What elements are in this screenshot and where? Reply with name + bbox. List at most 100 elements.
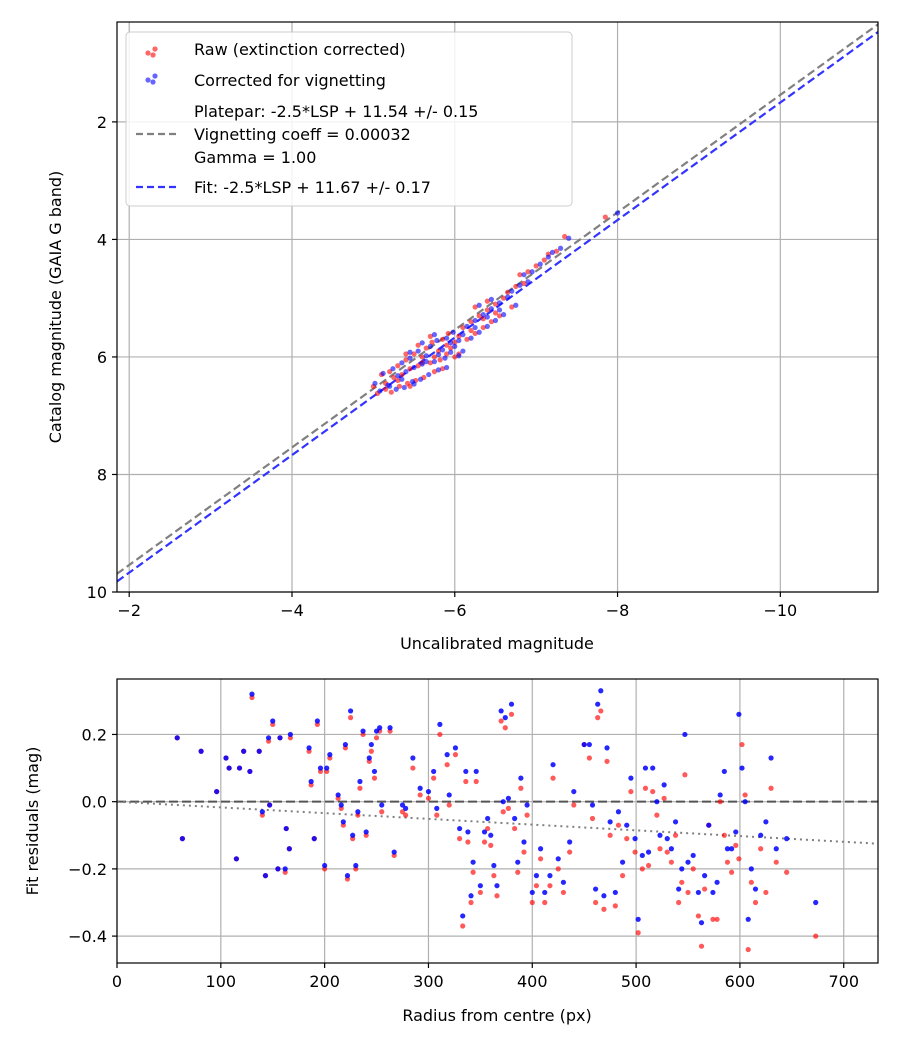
raw-residual-point [632, 849, 638, 855]
corrected-residual-point [676, 886, 682, 892]
corrected-residual-point [620, 859, 626, 865]
corrected-residual-point [468, 893, 474, 899]
corrected-residual-point [550, 762, 556, 768]
raw-residual-point [739, 741, 745, 748]
raw-point [476, 313, 482, 319]
corrected-residual-point [355, 809, 361, 815]
corrected-point [492, 317, 499, 324]
raw-residual-point [615, 822, 622, 828]
raw-residual-point [485, 825, 491, 832]
corrected-point [488, 306, 494, 312]
corrected-residual-point [518, 775, 524, 781]
corrected-residual-point [344, 873, 351, 879]
corrected-residual-point [768, 755, 774, 761]
raw-residual-point [547, 883, 553, 889]
raw-residual-point [601, 906, 607, 912]
top-x-tick-label: −8 [606, 601, 630, 620]
raw-residual-point [748, 879, 754, 885]
corrected-point [480, 312, 486, 318]
raw-residual-point [645, 862, 652, 869]
corrected-residual-point [542, 889, 548, 896]
raw-residual-point [502, 725, 508, 731]
corrected-residual-point [494, 883, 500, 889]
raw-point [488, 319, 494, 325]
raw-residual-point [763, 889, 769, 896]
top-y-axis-label: Catalog magnitude (GAIA G band) [46, 171, 65, 443]
raw-point [521, 280, 527, 287]
corrected-point [505, 294, 511, 300]
corrected-residual-point [463, 768, 469, 775]
residuals-plot: 0 100 200 300 400 500 600 700 0.2 0.0 −0.2 −0.4 Rad… [23, 678, 879, 1025]
corrected-residual-point [639, 852, 645, 859]
corrected-point [380, 370, 386, 377]
raw-residual-point [721, 832, 727, 838]
new-fit-line [117, 31, 878, 583]
raw-residual-point [639, 866, 645, 872]
corrected-residual-point [672, 819, 679, 825]
corrected-residual-point [431, 768, 437, 775]
corrected-residual-point [668, 846, 674, 852]
corrected-point [484, 323, 490, 329]
raw-residual-point [620, 873, 626, 879]
corrected-point [377, 388, 383, 394]
top-y-tick-label: 6 [97, 348, 107, 367]
raw-residual-point [518, 785, 524, 791]
corrected-point [419, 340, 425, 346]
corrected-point [476, 329, 482, 335]
raw-residual-point [515, 869, 521, 875]
corrected-residual-point [635, 916, 641, 922]
raw-residual-point [491, 873, 497, 879]
raw-point [496, 313, 503, 319]
corrected-residual-point [773, 846, 779, 852]
corrected-residual-point [233, 856, 239, 862]
corrected-point [557, 245, 564, 251]
corrected-residual-point [698, 920, 705, 926]
raw-point [452, 339, 458, 345]
raw-residual-point [368, 748, 374, 754]
raw-residual-point [417, 792, 423, 798]
raw-residual-point [508, 711, 515, 717]
raw-point [468, 319, 474, 325]
bottom-axes-frame [116, 678, 879, 964]
raw-point [388, 389, 394, 395]
corrected-residual-point [360, 728, 366, 734]
corrected-residual-point [340, 819, 346, 825]
corrected-point [472, 324, 478, 331]
raw-residual-point [729, 869, 735, 875]
raw-residual-point [604, 758, 610, 764]
corrected-point [476, 302, 482, 308]
corrected-residual-point [470, 859, 476, 865]
corrected-residual-point [373, 728, 380, 734]
raw-point [444, 351, 450, 357]
corrected-residual-point [714, 879, 720, 885]
corrected-point [456, 337, 462, 344]
corrected-residual-point [267, 802, 273, 808]
corrected-residual-point [604, 745, 610, 751]
corrected-residual-point [508, 701, 515, 707]
raw-point [501, 295, 507, 301]
corrected-residual-point [488, 832, 494, 838]
corrected-residual-point [642, 765, 649, 771]
bottom-y-tick-label: 0.0 [82, 793, 107, 812]
corrected-residual-point [198, 748, 204, 754]
raw-point [415, 342, 421, 348]
raw-point [533, 263, 539, 269]
corrected-residual-point [286, 846, 292, 852]
raw-residual-point [690, 866, 696, 872]
raw-residual-point [586, 755, 592, 761]
corrected-residual-point [736, 711, 742, 717]
raw-residual-point [635, 930, 641, 936]
legend-gamma-label: Gamma = 1.00 [194, 148, 316, 167]
corrected-residual-point [342, 741, 349, 748]
corrected-point [525, 279, 531, 285]
corrected-residual-point [256, 748, 262, 754]
corrected-residual-point [739, 765, 745, 771]
raw-residual-point [500, 809, 506, 815]
corrected-point [431, 359, 438, 365]
corrected-residual-point [567, 839, 573, 845]
raw-residual-point [457, 836, 463, 842]
corrected-residual-point [724, 846, 731, 852]
raw-residual-point [373, 735, 380, 741]
raw-residual-point [403, 812, 409, 818]
corrected-residual-point [682, 731, 688, 738]
